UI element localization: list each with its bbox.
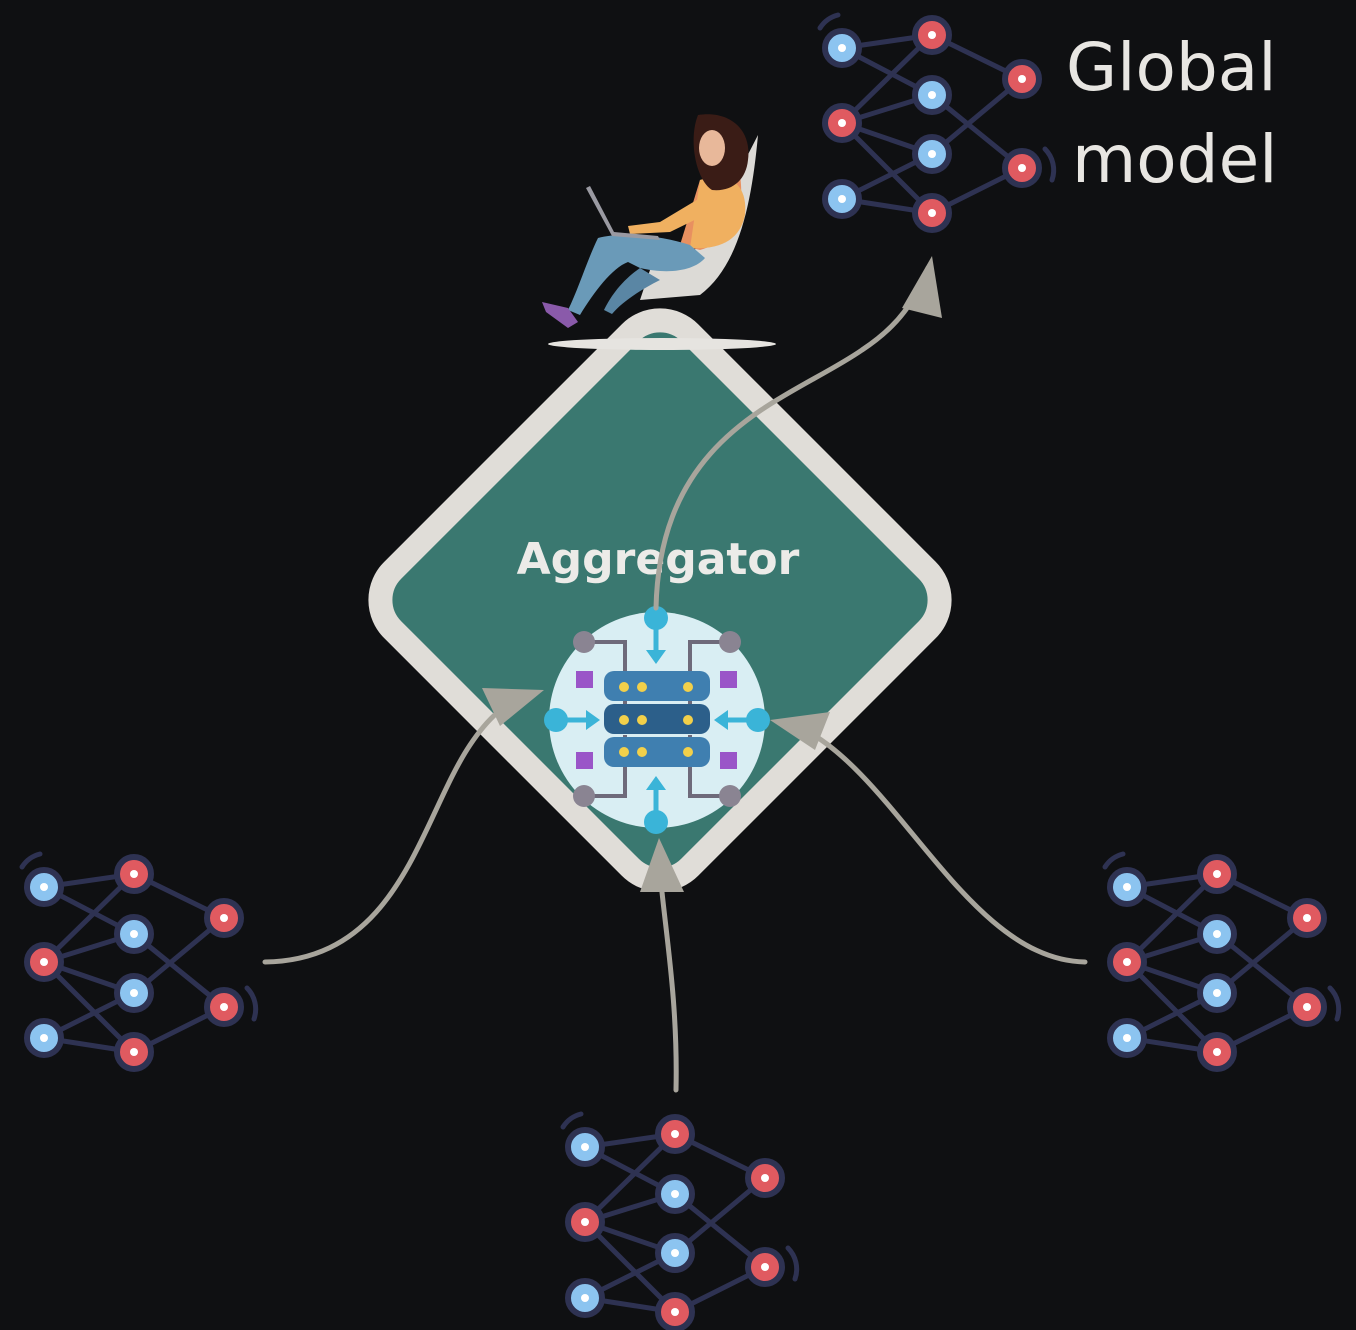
server-aggregation-icon <box>544 606 770 834</box>
left-neural-network-icon <box>22 854 256 1069</box>
right-neural-network-icon <box>1105 854 1339 1069</box>
global-model-label-line1: Global <box>1066 29 1277 106</box>
bottom-neural-network-icon <box>563 1114 797 1329</box>
person-with-laptop-icon <box>542 114 776 350</box>
arrow-from-bottom-model <box>657 869 679 1093</box>
global-neural-network-icon <box>820 15 1054 230</box>
global-model-label: Global model <box>1066 22 1296 206</box>
global-model-label-line2: model <box>1072 121 1278 198</box>
arrow-heads <box>482 256 942 892</box>
arrow-from-right-model <box>802 727 1088 965</box>
